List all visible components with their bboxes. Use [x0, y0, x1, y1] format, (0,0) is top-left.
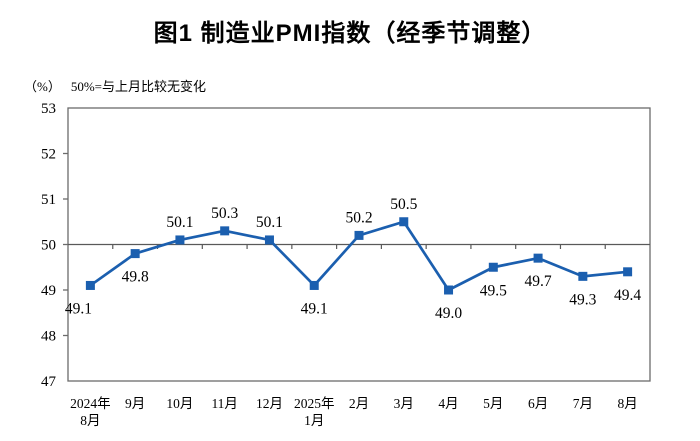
data-point-marker [578, 271, 588, 281]
data-point-marker [444, 285, 454, 295]
chart-title: 图1 制造业PMI指数（经季节调整） [153, 20, 547, 47]
x-tick-label: 2025年 [294, 396, 335, 411]
data-point-label: 49.0 [435, 305, 462, 322]
x-tick-label: 6月 [528, 396, 548, 411]
x-tick-label: 8月 [617, 396, 637, 411]
x-tick-label: 4月 [438, 396, 458, 411]
data-point-label: 49.1 [301, 300, 328, 317]
x-tick-label: 11月 [211, 396, 238, 411]
data-point-label: 49.1 [65, 300, 92, 317]
x-tick-label: 2月 [349, 396, 369, 411]
x-tick-label: 7月 [573, 396, 593, 411]
y-tick-label: 50 [41, 238, 56, 254]
data-point-marker [623, 267, 633, 277]
data-point-marker [175, 235, 185, 245]
data-point-marker [220, 226, 230, 236]
y-axis-unit-label: （%） [24, 79, 61, 94]
data-point-marker [399, 217, 409, 227]
data-point-label: 49.3 [569, 291, 596, 308]
data-point-label: 50.2 [345, 209, 372, 226]
x-tick-label: 5月 [483, 396, 503, 411]
x-tick-label: 9月 [125, 396, 145, 411]
data-point-marker [488, 262, 498, 272]
x-tick-label: 10月 [166, 396, 193, 411]
data-point-label: 50.1 [256, 214, 283, 231]
data-point-marker [309, 280, 319, 290]
data-point-label: 50.5 [390, 196, 417, 213]
y-tick-label: 49 [41, 283, 56, 299]
x-tick-label: 2024年 [70, 396, 111, 411]
x-tick-label: 8月 [80, 413, 100, 428]
data-point-label: 49.7 [525, 273, 552, 290]
data-point-label: 50.1 [166, 214, 193, 231]
data-point-marker [533, 253, 543, 263]
data-point-marker [85, 280, 95, 290]
y-tick-label: 53 [41, 101, 56, 117]
data-point-label: 49.4 [614, 287, 641, 304]
data-point-label: 50.3 [211, 205, 238, 222]
y-tick-label: 51 [41, 192, 56, 208]
y-tick-label: 48 [41, 329, 56, 345]
y-tick-label: 52 [41, 147, 56, 163]
data-point-marker [354, 230, 364, 240]
x-tick-label: 3月 [394, 396, 414, 411]
data-point-marker [264, 235, 274, 245]
x-tick-label: 12月 [256, 396, 283, 411]
y-tick-label: 47 [41, 374, 57, 390]
reference-note: 50%=与上月比较无变化 [70, 79, 207, 94]
data-point-label: 49.8 [122, 269, 149, 286]
data-point-label: 49.5 [480, 282, 507, 299]
x-tick-label: 1月 [304, 413, 324, 428]
axis-note: （%） 50%=与上月比较无变化 [24, 76, 206, 95]
data-point-marker [130, 249, 140, 259]
